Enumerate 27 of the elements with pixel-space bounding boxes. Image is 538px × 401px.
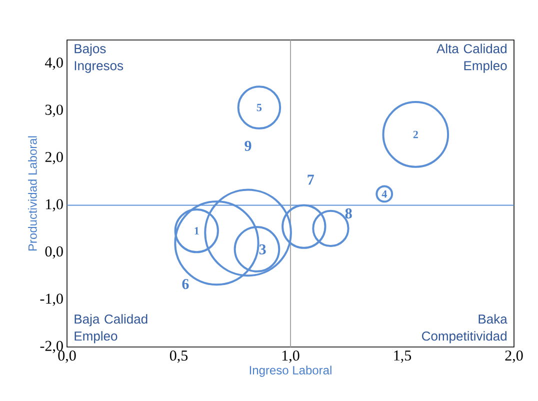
annotation: Baka Competitividad	[422, 314, 508, 344]
y-tick-label: 2,0	[45, 152, 63, 164]
x-tick-label: 1,0	[282, 350, 300, 363]
annotation: 7	[308, 174, 314, 185]
y-tick-label: 3,0	[45, 104, 63, 117]
y-tick-label: 4,0	[45, 57, 63, 70]
y-tick-label: 1,0	[46, 199, 63, 212]
annotation: 3	[259, 244, 266, 254]
annotation: 1	[194, 227, 199, 234]
y-tick-label: 0,0	[45, 246, 63, 259]
x-axis-title: Ingreso Laboral	[250, 366, 332, 377]
y-axis-title: Productividad Laboral	[28, 136, 37, 251]
y-tick-label: -1,0	[40, 294, 63, 306]
annotation: 6	[182, 279, 189, 290]
annotation: 9	[244, 140, 252, 151]
annotation: Baja Calidad Empleo	[74, 314, 148, 344]
x-tick-label: 0,5	[170, 350, 188, 363]
x-tick-label: 1,5	[394, 350, 412, 363]
x-tick-label: 2,0	[505, 350, 523, 363]
annotation: 2	[413, 130, 418, 138]
annotation: 8	[345, 208, 352, 218]
annotation: 5	[256, 104, 262, 112]
annotation: Bajos Ingresos	[74, 44, 124, 73]
x-tick-label: 0,0	[58, 350, 76, 363]
annotation: 4	[382, 190, 387, 198]
annotation: Alta Calidad Empleo	[436, 44, 507, 73]
y-tick-label: -2,0	[40, 340, 63, 354]
